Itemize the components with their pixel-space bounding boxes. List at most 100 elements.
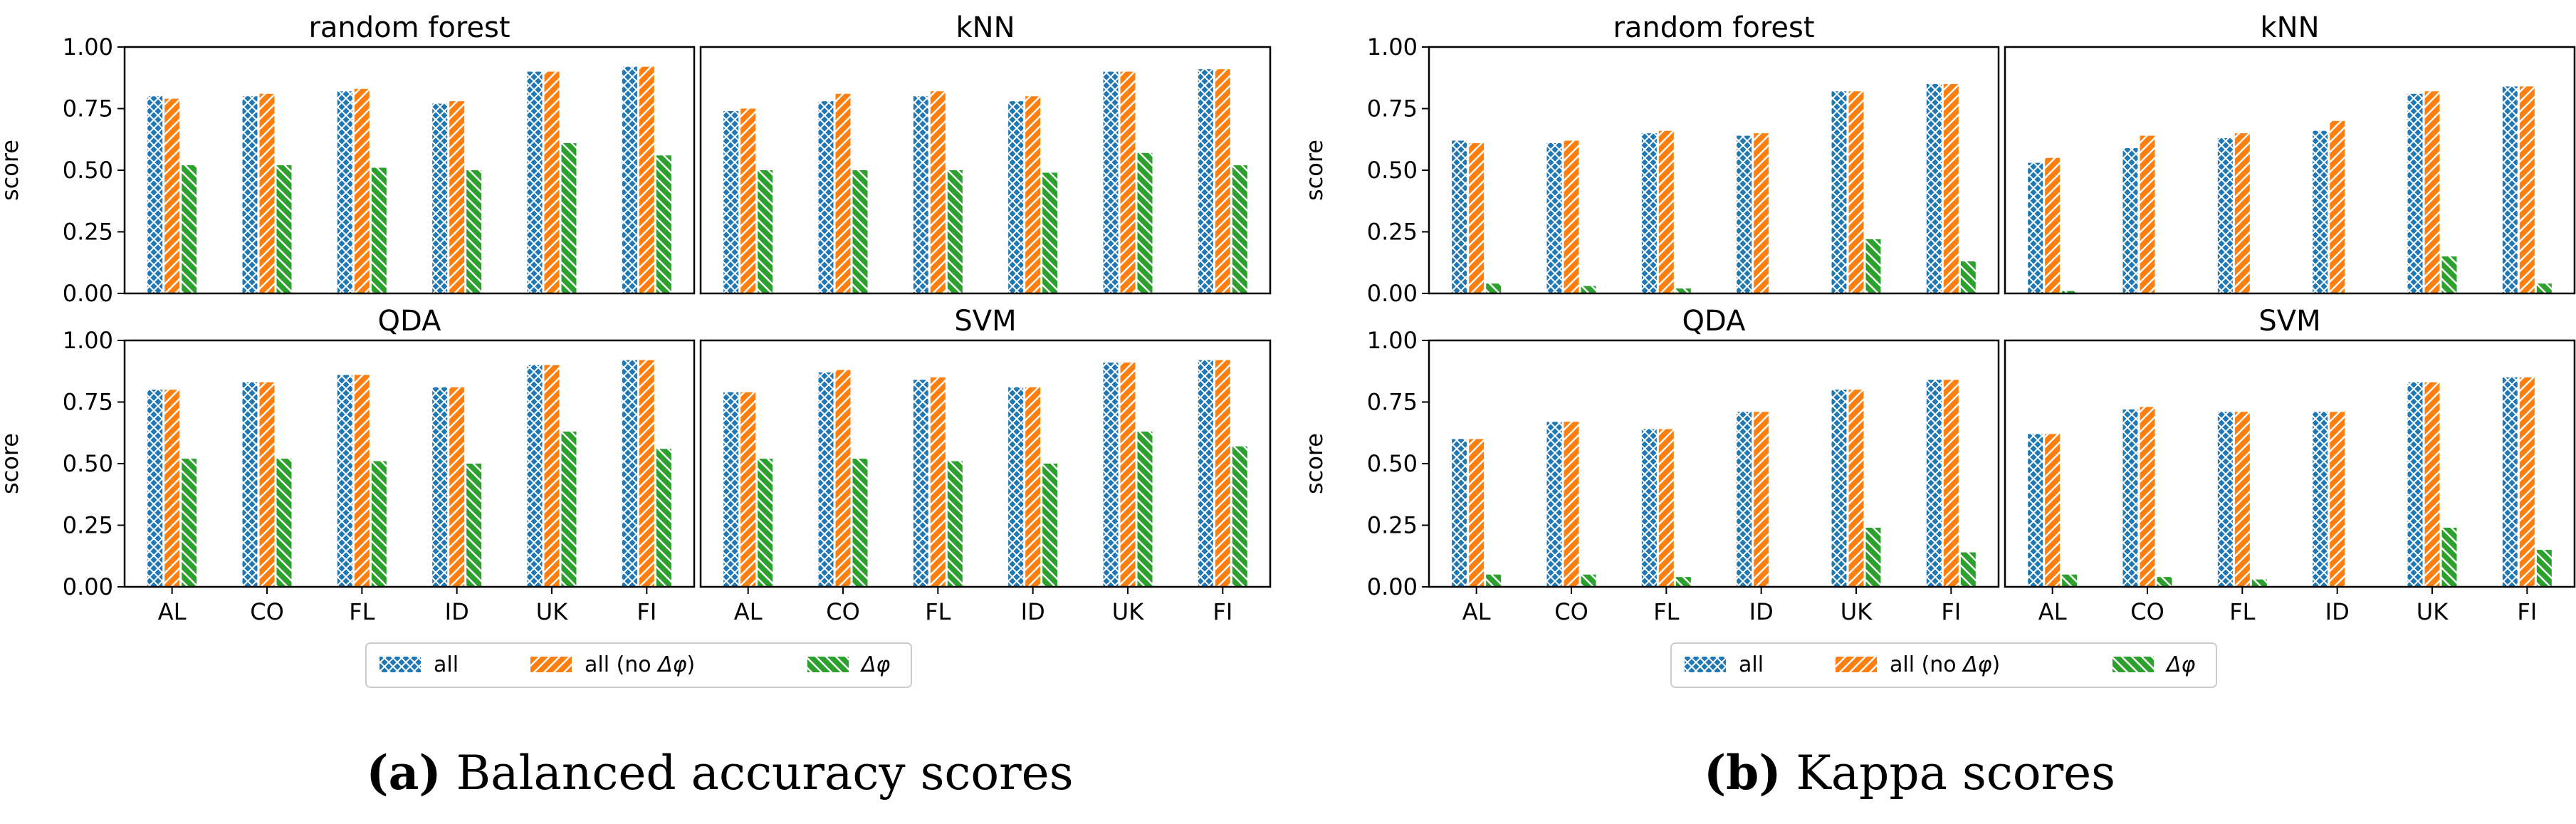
bar-fi-series-2 <box>656 155 671 293</box>
panel-title: SVM <box>954 305 1016 338</box>
bar-id-series-0 <box>1737 135 1752 293</box>
x-tick-label: AL <box>2038 598 2067 625</box>
bar-co-series-0 <box>818 372 834 587</box>
bar-fl-series-1 <box>1658 429 1674 587</box>
bar-co-series-1 <box>259 382 275 587</box>
plot-frame <box>2004 46 2576 295</box>
bar-fl-series-2 <box>947 461 963 587</box>
plot-frame <box>2004 339 2576 588</box>
bar-al-series-0 <box>2028 434 2043 587</box>
bar-al-series-1 <box>740 108 756 293</box>
bar-id-series-2 <box>1042 172 1058 293</box>
bar-id-series-1 <box>1025 387 1041 587</box>
y-tick-label: 0.75 <box>63 95 113 122</box>
bar-id-series-0 <box>432 387 448 587</box>
bar-uk-series-1 <box>1120 71 1136 293</box>
bar-fl-series-1 <box>354 88 370 293</box>
bar-co-series-2 <box>852 459 868 587</box>
bar-uk-series-2 <box>2441 527 2457 587</box>
x-tick-label: FL <box>1653 598 1679 625</box>
panel-a-knn: kNN <box>699 11 1272 295</box>
bar-uk-series-1 <box>544 365 560 587</box>
y-tick-label: 0.50 <box>1367 450 1418 477</box>
y-tick-label: 0.00 <box>63 573 113 600</box>
bar-fl-series-2 <box>371 167 387 293</box>
bar-uk-series-2 <box>2441 256 2457 293</box>
plot-frame <box>123 339 696 588</box>
bar-uk-series-0 <box>1831 91 1847 293</box>
bar-co-series-1 <box>1564 422 1579 587</box>
bar-fl-series-0 <box>337 375 352 587</box>
bar-fl-series-0 <box>913 380 928 587</box>
x-tick-label: FL <box>925 598 951 625</box>
bar-fl-series-0 <box>2217 138 2233 293</box>
bar-uk-series-0 <box>2407 382 2423 587</box>
legend-label-all-no-dphi: all (no Δφ) <box>1890 652 2000 677</box>
caption-a: (a) Balanced accuracy scores <box>366 745 1073 800</box>
bar-al-series-0 <box>723 392 739 587</box>
bar-al-series-2 <box>2062 291 2078 293</box>
bar-uk-series-1 <box>2424 382 2440 587</box>
bar-al-series-1 <box>1469 142 1485 293</box>
x-tick-label: FI <box>1213 598 1232 625</box>
y-tick-label: 0.00 <box>63 280 113 307</box>
bar-fl-series-0 <box>1641 429 1657 587</box>
x-tick-label: CO <box>1554 598 1588 625</box>
bar-uk-series-1 <box>1848 390 1864 587</box>
bar-uk-series-1 <box>2424 91 2440 293</box>
bar-uk-series-0 <box>527 71 543 293</box>
bar-id-series-1 <box>1754 412 1769 587</box>
y-tick-label: 0.50 <box>1367 157 1418 184</box>
y-tick-label: 0.50 <box>63 450 113 477</box>
bar-fi-series-1 <box>1943 83 1959 294</box>
bar-fi-series-0 <box>1198 69 1213 293</box>
bar-al-series-2 <box>2062 574 2078 587</box>
y-axis-label: score <box>0 433 23 494</box>
bar-id-series-0 <box>1737 412 1752 587</box>
panel-title: QDA <box>1682 305 1747 338</box>
bar-co-series-2 <box>1581 286 1596 293</box>
bar-uk-series-1 <box>1120 363 1136 587</box>
bar-al-series-1 <box>1469 439 1485 587</box>
legend-label-dphi: Δφ <box>2165 652 2196 677</box>
bar-id-series-0 <box>2313 130 2328 293</box>
y-tick-label: 0.00 <box>1367 280 1418 307</box>
bar-al-series-2 <box>1486 574 1502 587</box>
bar-id-series-0 <box>432 103 448 293</box>
bar-fl-series-0 <box>337 91 352 293</box>
x-tick-label: FL <box>2229 598 2255 625</box>
plot-frame <box>699 339 1272 588</box>
bar-fl-series-2 <box>1675 288 1691 293</box>
bar-co-series-2 <box>1581 574 1596 587</box>
bar-al-series-1 <box>164 98 180 293</box>
y-tick-label: 1.00 <box>63 327 113 354</box>
caption-b: (b) Kappa scores <box>1704 745 2115 800</box>
x-tick-label: AL <box>734 598 763 625</box>
x-tick-label: FL <box>349 598 375 625</box>
bar-id-series-0 <box>2313 412 2328 587</box>
bar-id-series-1 <box>2330 412 2345 587</box>
bar-uk-series-0 <box>527 365 543 587</box>
bar-fi-series-1 <box>1215 69 1230 293</box>
bar-fl-series-1 <box>930 91 946 293</box>
bar-id-series-1 <box>1025 96 1041 293</box>
bar-co-series-0 <box>818 101 834 293</box>
legend-swatch-all-no-dphi <box>1836 657 1877 672</box>
bar-al-series-0 <box>147 96 163 293</box>
bar-id-series-2 <box>466 170 482 293</box>
panel-title: random forest <box>1613 11 1814 44</box>
bar-id-series-2 <box>466 464 482 587</box>
bar-co-series-0 <box>1546 422 1562 587</box>
bar-co-series-1 <box>259 93 275 294</box>
bar-uk-series-0 <box>2407 93 2423 294</box>
panel-b-qda: QDA 0.00 0.25 0.50 0.75 1.00 score AL CO FL ID UK FI <box>1301 305 2000 625</box>
x-tick-label: CO <box>2130 598 2164 625</box>
bar-id-series-0 <box>1008 387 1024 587</box>
bar-uk-series-1 <box>1848 91 1864 293</box>
y-tick-label: 0.00 <box>1367 573 1418 600</box>
bar-co-series-1 <box>2140 135 2155 293</box>
bar-al-series-0 <box>1452 439 1467 587</box>
bar-al-series-1 <box>164 390 180 587</box>
panel-a-qda: QDA 0.00 0.25 0.50 0.75 1.00 score AL CO FL ID UK FI <box>0 305 696 625</box>
